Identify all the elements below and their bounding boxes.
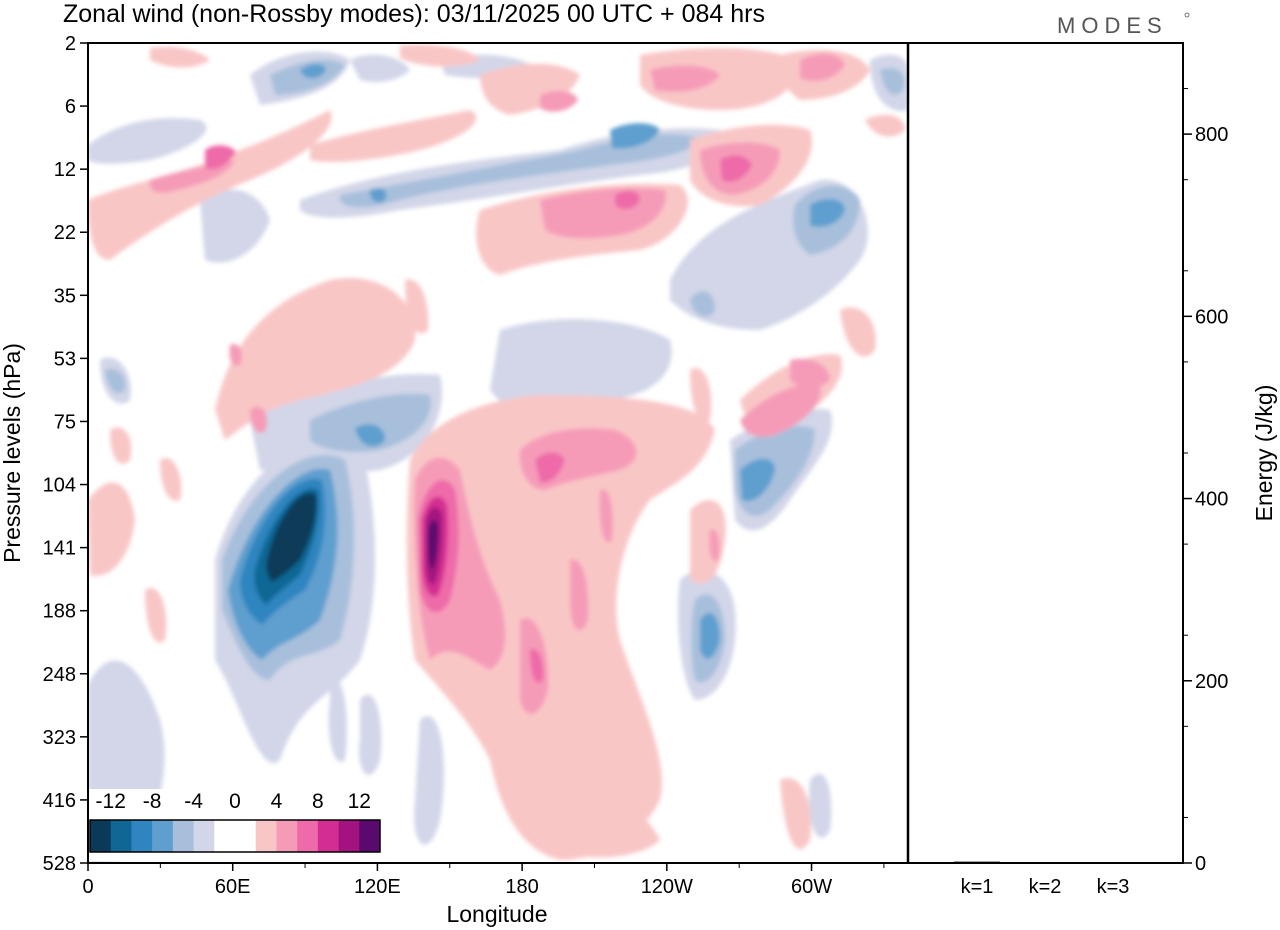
y-axis-label: Pressure levels (hPa) bbox=[0, 343, 25, 563]
colorbar-swatch bbox=[110, 820, 132, 852]
energy-tick-label: 600 bbox=[1195, 306, 1228, 328]
colorbar-swatch bbox=[297, 820, 319, 852]
colorbar-label: -12 bbox=[96, 790, 126, 813]
colorbar-swatch bbox=[214, 820, 236, 852]
energy-tick-label: 200 bbox=[1195, 671, 1228, 693]
energy-category-label: k=1 bbox=[961, 876, 994, 898]
y-axis: 2 6 12 22 35 53 75 104 141 188 248 323 416 528 bbox=[43, 33, 88, 875]
y-tick-label: 6 bbox=[65, 96, 76, 118]
energy-category-label: k=2 bbox=[1029, 876, 1062, 898]
brand-logo: MODES bbox=[1057, 13, 1168, 38]
x-tick-label: 180 bbox=[505, 876, 538, 898]
y-tick-label: 53 bbox=[54, 348, 76, 370]
y-tick-label: 188 bbox=[43, 601, 76, 623]
x-tick-label: 120E bbox=[354, 876, 401, 898]
y-tick-label: 12 bbox=[54, 159, 76, 181]
x-tick-label: 60W bbox=[791, 876, 832, 898]
colorbar-swatch bbox=[276, 820, 298, 852]
colorbar-label: 12 bbox=[348, 790, 371, 813]
colorbar-swatch bbox=[131, 820, 153, 852]
y-tick-label: 104 bbox=[43, 475, 76, 497]
energy-bars: k=1 k=2 k=3 bbox=[954, 861, 1136, 898]
colorbar-swatch bbox=[235, 820, 257, 852]
colorbar-frame bbox=[89, 819, 381, 853]
colorbar-swatch bbox=[193, 820, 215, 852]
x-tick-label: 0 bbox=[82, 876, 93, 898]
energy-axis-label: Energy (J/kg) bbox=[1251, 385, 1277, 522]
colorbar: -12 -8 -4 0 4 8 12 bbox=[89, 789, 381, 861]
energy-category-label: k=3 bbox=[1097, 876, 1130, 898]
colorbar-label: 8 bbox=[312, 790, 324, 813]
y-tick-label: 528 bbox=[43, 853, 76, 875]
chart-title: Zonal wind (non-Rossby modes): 03/11/202… bbox=[63, 0, 765, 28]
energy-tick-label: 400 bbox=[1195, 489, 1228, 511]
x-tick-label: 60E bbox=[215, 876, 251, 898]
energy-bar bbox=[1090, 862, 1136, 864]
brand-mark bbox=[1184, 12, 1190, 18]
y-tick-label: 22 bbox=[54, 222, 76, 244]
y-tick-label: 35 bbox=[54, 285, 76, 307]
y-tick-label: 75 bbox=[54, 411, 76, 433]
colorbar-label: -4 bbox=[184, 790, 203, 813]
y-tick-label: 2 bbox=[65, 33, 76, 55]
y-tick-label: 416 bbox=[43, 790, 76, 812]
colorbar-swatch bbox=[90, 820, 112, 852]
colorbar-label: 4 bbox=[271, 790, 283, 813]
colorbar-swatch bbox=[255, 820, 277, 852]
energy-panel-frame bbox=[907, 42, 1184, 864]
colorbar-label: -8 bbox=[143, 790, 162, 813]
energy-tick-label: 0 bbox=[1195, 853, 1206, 875]
colorbar-swatch bbox=[338, 820, 360, 852]
colorbar-label: 0 bbox=[229, 790, 241, 813]
colorbar-swatch bbox=[152, 820, 174, 852]
y-tick-label: 141 bbox=[43, 538, 76, 560]
x-axis-label: Longitude bbox=[446, 901, 547, 927]
x-tick-label: 120W bbox=[641, 876, 693, 898]
zonal-wind-field bbox=[88, 43, 908, 863]
energy-axis: 0 200 400 600 800 bbox=[1183, 88, 1228, 875]
energy-bar bbox=[1022, 862, 1068, 864]
colorbar-swatch bbox=[172, 820, 195, 852]
colorbar-swatch bbox=[317, 820, 340, 852]
y-tick-label: 248 bbox=[43, 664, 76, 686]
y-tick-label: 323 bbox=[43, 727, 76, 749]
energy-bar bbox=[954, 861, 1000, 863]
x-axis: 0 60E 120E 180 120W 60W bbox=[82, 863, 885, 898]
energy-tick-label: 800 bbox=[1195, 124, 1228, 146]
colorbar-swatch bbox=[359, 820, 381, 852]
